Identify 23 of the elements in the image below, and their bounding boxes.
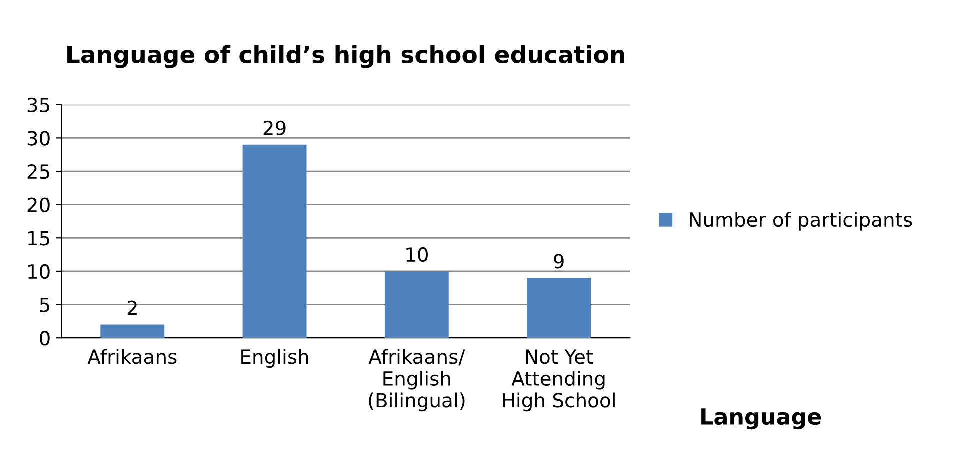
legend-label: Number of participants [690, 212, 912, 231]
data-label: 9 [554, 254, 564, 269]
x-tick-label: Not Yet Attending High School [503, 350, 615, 412]
y-tick-label: 0 [40, 331, 50, 346]
y-tick-label: 35 [28, 98, 50, 113]
x-tick-label: English [242, 349, 308, 368]
chart-title: Language of child’s high school education [68, 45, 624, 68]
y-tick-label: 5 [40, 298, 50, 312]
data-label: 2 [128, 300, 137, 316]
x-tick-label: Afrikaans/ English (Bilingual) [368, 349, 466, 412]
data-label: 29 [264, 120, 286, 136]
bar [527, 278, 592, 338]
bar [242, 144, 307, 338]
y-tick-label: 25 [28, 164, 50, 180]
y-tick-label: 15 [28, 231, 50, 246]
data-label: 10 [406, 247, 428, 262]
bar [100, 324, 165, 338]
x-axis-title: Language [702, 408, 822, 430]
y-tick-label: 20 [28, 198, 50, 212]
x-tick-label: Afrikaans [88, 349, 177, 364]
bar [384, 271, 449, 338]
y-tick-label: 10 [28, 264, 50, 280]
y-tick-label: 30 [28, 131, 50, 146]
